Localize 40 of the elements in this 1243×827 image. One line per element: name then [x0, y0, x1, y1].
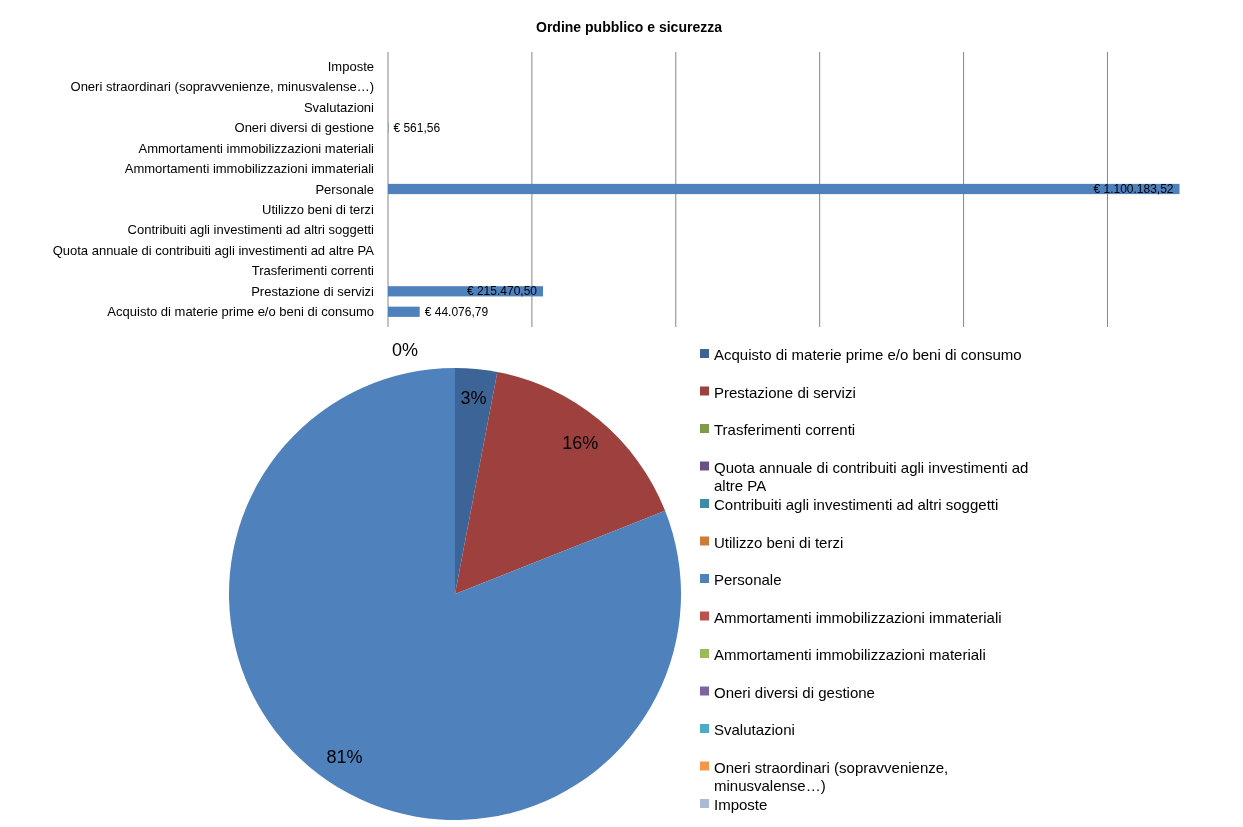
y-tick-label: Quota annuale di contribuiti agli investimenti ad altre PA	[52, 242, 375, 258]
y-tick-label: Contribuiti agli investimenti ad altri soggetti	[127, 222, 375, 238]
y-tick-label: Acquisto di materie prime e/o beni di consumo	[107, 304, 374, 320]
data-label: 16%	[562, 432, 599, 453]
legend-label: Ammortamenti immobilizzazioni immateriali	[714, 608, 1002, 625]
y-tick-label: Imposte	[327, 58, 374, 74]
text: 0%	[391, 340, 419, 360]
pie-slice	[455, 372, 666, 594]
legend-label: Contribuiti agli investimenti ad altri soggetti	[714, 495, 999, 513]
legend-label: Imposte	[714, 795, 768, 813]
legend-label: Prestazione di servizi	[714, 383, 856, 400]
data-label: € 44.076,79	[424, 304, 489, 319]
data-label: € 1.100.183,52	[1093, 182, 1174, 196]
data-label: € 561,56	[393, 120, 441, 135]
legend-label: Ammortamenti immobilizzazioni materiali	[714, 645, 986, 663]
y-tick-label: Prestazione di servizi	[251, 283, 375, 299]
legend-label: Oneri straordinari (sopravvenienze, minusvalense…)	[714, 758, 949, 793]
chart-title: Ordine pubblico e sicurezza	[536, 19, 723, 35]
legend-label: Svalutazioni	[714, 720, 795, 738]
data-label: € 215.470,50	[466, 284, 538, 299]
data-label: 3%	[460, 388, 487, 409]
y-tick-label: Oneri straordinari (sopravvenienze, minusvalense…)	[70, 79, 374, 95]
legend-label: Quota annuale di contribuiti agli investimenti ad altre PA	[714, 458, 1029, 493]
legend-label: Oneri diversi di gestione	[714, 683, 875, 700]
y-tick-label: Oneri diversi di gestione	[234, 120, 374, 136]
y-tick-label: Trasferimenti correnti	[251, 263, 375, 279]
bar	[388, 183, 1180, 195]
y-tick-label: Utilizzo beni di terzi	[262, 201, 375, 217]
y-tick-label: Svalutazioni	[303, 99, 375, 115]
legend-label: Trasferimenti correnti	[714, 420, 856, 438]
y-tick-label: Personale	[315, 181, 374, 197]
pie-slice	[455, 368, 498, 594]
legend-label: Utilizzo beni di terzi	[714, 533, 844, 550]
pie-slice	[229, 368, 681, 820]
bar	[388, 306, 420, 317]
y-tick-label: Ammortamenti immobilizzazioni materiali	[138, 140, 375, 156]
y-tick-label: Ammortamenti immobilizzazioni immateriali	[124, 161, 375, 177]
legend-label: Personale	[714, 570, 782, 588]
legend-label: Acquisto di materie prime e/o beni di consumo	[714, 345, 1022, 363]
data-label: 81%	[326, 746, 363, 767]
